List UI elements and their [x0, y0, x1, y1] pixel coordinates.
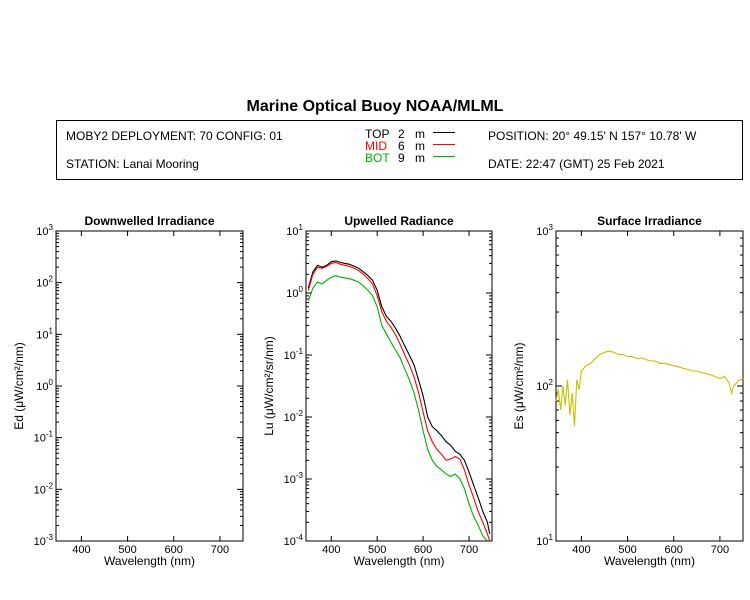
- y-tick-label: 10-2: [34, 481, 54, 496]
- y-tick-label: 102: [36, 275, 53, 290]
- station-text: STATION: Lanai Mooring: [66, 157, 199, 171]
- y-tick-label: 103: [536, 223, 553, 238]
- plot-frame: [555, 230, 744, 542]
- chart-panel: Downwelled Irradiance 400 500 600 700 Wavelen…: [12, 214, 244, 568]
- x-axis-label: Wavelength (nm): [354, 554, 445, 568]
- depth-legend-unit: m: [415, 151, 425, 165]
- depth-legend-label: MID: [365, 139, 387, 153]
- depth-legend-unit: m: [415, 127, 425, 141]
- x-tick-label: 500: [118, 544, 136, 556]
- x-tick-label: 700: [211, 544, 229, 556]
- x-tick-label: 700: [460, 544, 478, 556]
- metadata-box: MOBY2 DEPLOYMENT: 70 CONFIG: 01 STATION:…: [56, 120, 743, 180]
- chart-panel: Surface Irradiance 400 500 600 700 Wavelength…: [512, 214, 744, 568]
- y-axis-label: Es (μW/cm²/nm): [512, 343, 526, 430]
- y-tick-label: 10-1: [34, 430, 54, 445]
- plot-frame: [55, 230, 244, 542]
- x-tick-label: 600: [414, 544, 432, 556]
- x-tick-label: 400: [322, 544, 340, 556]
- depth-legend-depth: 2: [398, 127, 405, 141]
- plot-frame: [305, 230, 493, 542]
- y-tick-label: 101: [36, 326, 53, 341]
- chart-title: Surface Irradiance: [597, 214, 702, 228]
- y-axis-label: Ed (μW/cm²/nm): [12, 342, 26, 430]
- depth-legend-line: [433, 156, 455, 157]
- depth-legend-depth: 6: [398, 139, 405, 153]
- series-line-bot: [307, 275, 488, 542]
- y-tick-label: 10-1: [284, 347, 304, 362]
- deployment-text: MOBY2 DEPLOYMENT: 70 CONFIG: 01: [66, 129, 283, 143]
- position-text: POSITION: 20° 49.15' N 157° 10.78' W: [488, 129, 697, 143]
- depth-legend-unit: m: [415, 139, 425, 153]
- x-tick-label: 500: [368, 544, 386, 556]
- y-tick-label: 101: [536, 533, 553, 548]
- series-line-top: [307, 260, 491, 535]
- chart-title: Upwelled Radiance: [344, 214, 454, 228]
- y-axis-label: Lu (μW/cm²/sr/nm): [262, 336, 276, 436]
- y-tick-label: 100: [36, 378, 53, 393]
- x-tick-label: 600: [665, 544, 683, 556]
- y-tick-label: 10-3: [34, 533, 54, 548]
- x-tick-label: 500: [618, 544, 636, 556]
- depth-legend-label: TOP: [365, 127, 390, 141]
- x-tick-label: 700: [711, 544, 729, 556]
- x-tick-label: 400: [572, 544, 590, 556]
- depth-legend-line: [433, 132, 455, 133]
- depth-legend-line: [433, 144, 455, 145]
- y-tick-label: 10-2: [284, 409, 304, 424]
- main-title: Marine Optical Buoy NOAA/MLML: [246, 98, 504, 115]
- depth-legend-depth: 9: [398, 151, 405, 165]
- y-tick-label: 100: [286, 285, 303, 300]
- series-line-mid: [307, 261, 491, 542]
- x-axis-label: Wavelength (nm): [104, 554, 195, 568]
- chart-panel: Upwelled Radiance 400 500 600 700 Wavelength …: [262, 214, 493, 568]
- y-tick-label: 103: [36, 223, 53, 238]
- y-tick-label: 10-4: [284, 533, 304, 548]
- x-axis-label: Wavelength (nm): [604, 554, 695, 568]
- x-tick-label: 400: [72, 544, 90, 556]
- depth-legend-label: BOT: [365, 151, 390, 165]
- y-tick-label: 102: [536, 378, 553, 393]
- date-text: DATE: 22:47 (GMT) 25 Feb 2021: [488, 157, 665, 171]
- series-line-es: [555, 350, 744, 427]
- y-tick-label: 101: [286, 223, 303, 238]
- chart-title: Downwelled Irradiance: [84, 214, 214, 228]
- y-tick-label: 10-3: [284, 471, 304, 486]
- x-tick-label: 600: [165, 544, 183, 556]
